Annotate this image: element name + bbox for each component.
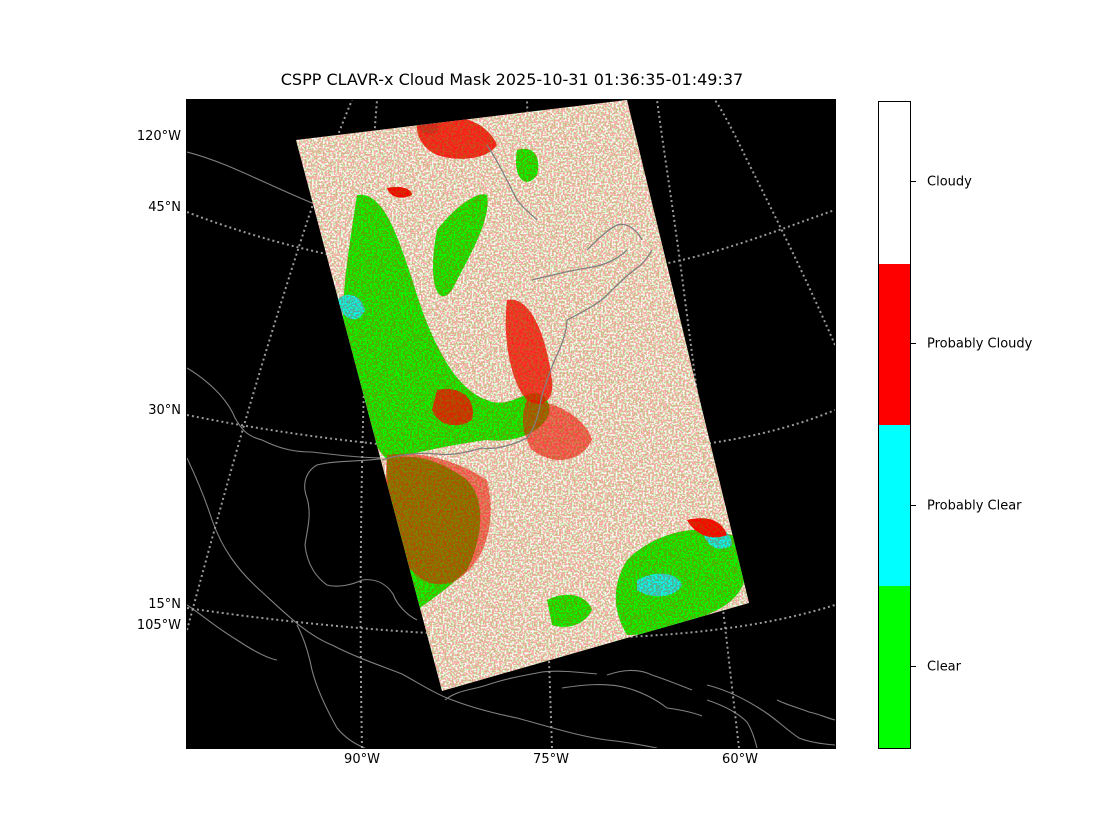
colorbar-label-clear: Clear — [927, 659, 961, 675]
coastlines — [187, 151, 835, 748]
colorbar-segment-cloudy — [879, 102, 910, 264]
lat-label-30n: 30°N — [148, 403, 181, 418]
colorbar-tick — [910, 666, 916, 667]
lat-label-45n: 45°N — [148, 200, 181, 215]
cloud-mask-map — [187, 100, 835, 748]
lon-label-90w: 90°W — [344, 752, 380, 767]
colorbar-label-probably-clear: Probably Clear — [927, 498, 1022, 514]
colorbar-tick — [910, 505, 916, 506]
colorbar — [878, 101, 911, 749]
colorbar-tick — [910, 181, 916, 182]
lat-label-15n: 15°N — [148, 597, 181, 612]
colorbar-segment-probably-clear — [879, 425, 910, 586]
colorbar-tick — [910, 343, 916, 344]
plot-title: CSPP CLAVR-x Cloud Mask 2025-10-31 01:36… — [280, 70, 744, 89]
lon-label-105w: 105°W — [136, 618, 181, 633]
lon-label-60w: 60°W — [722, 752, 758, 767]
lon-label-120w: 120°W — [136, 129, 181, 144]
map-panel — [187, 100, 835, 748]
colorbar-segment-probably-cloudy — [879, 264, 910, 425]
cloud-mask-swath — [296, 100, 749, 691]
colorbar-segment-clear — [879, 586, 910, 748]
colorbar-label-probably-cloudy: Probably Cloudy — [927, 336, 1033, 352]
lon-label-75w: 75°W — [533, 752, 569, 767]
colorbar-label-cloudy: Cloudy — [927, 174, 972, 190]
coastlines-over-swath — [381, 144, 653, 461]
